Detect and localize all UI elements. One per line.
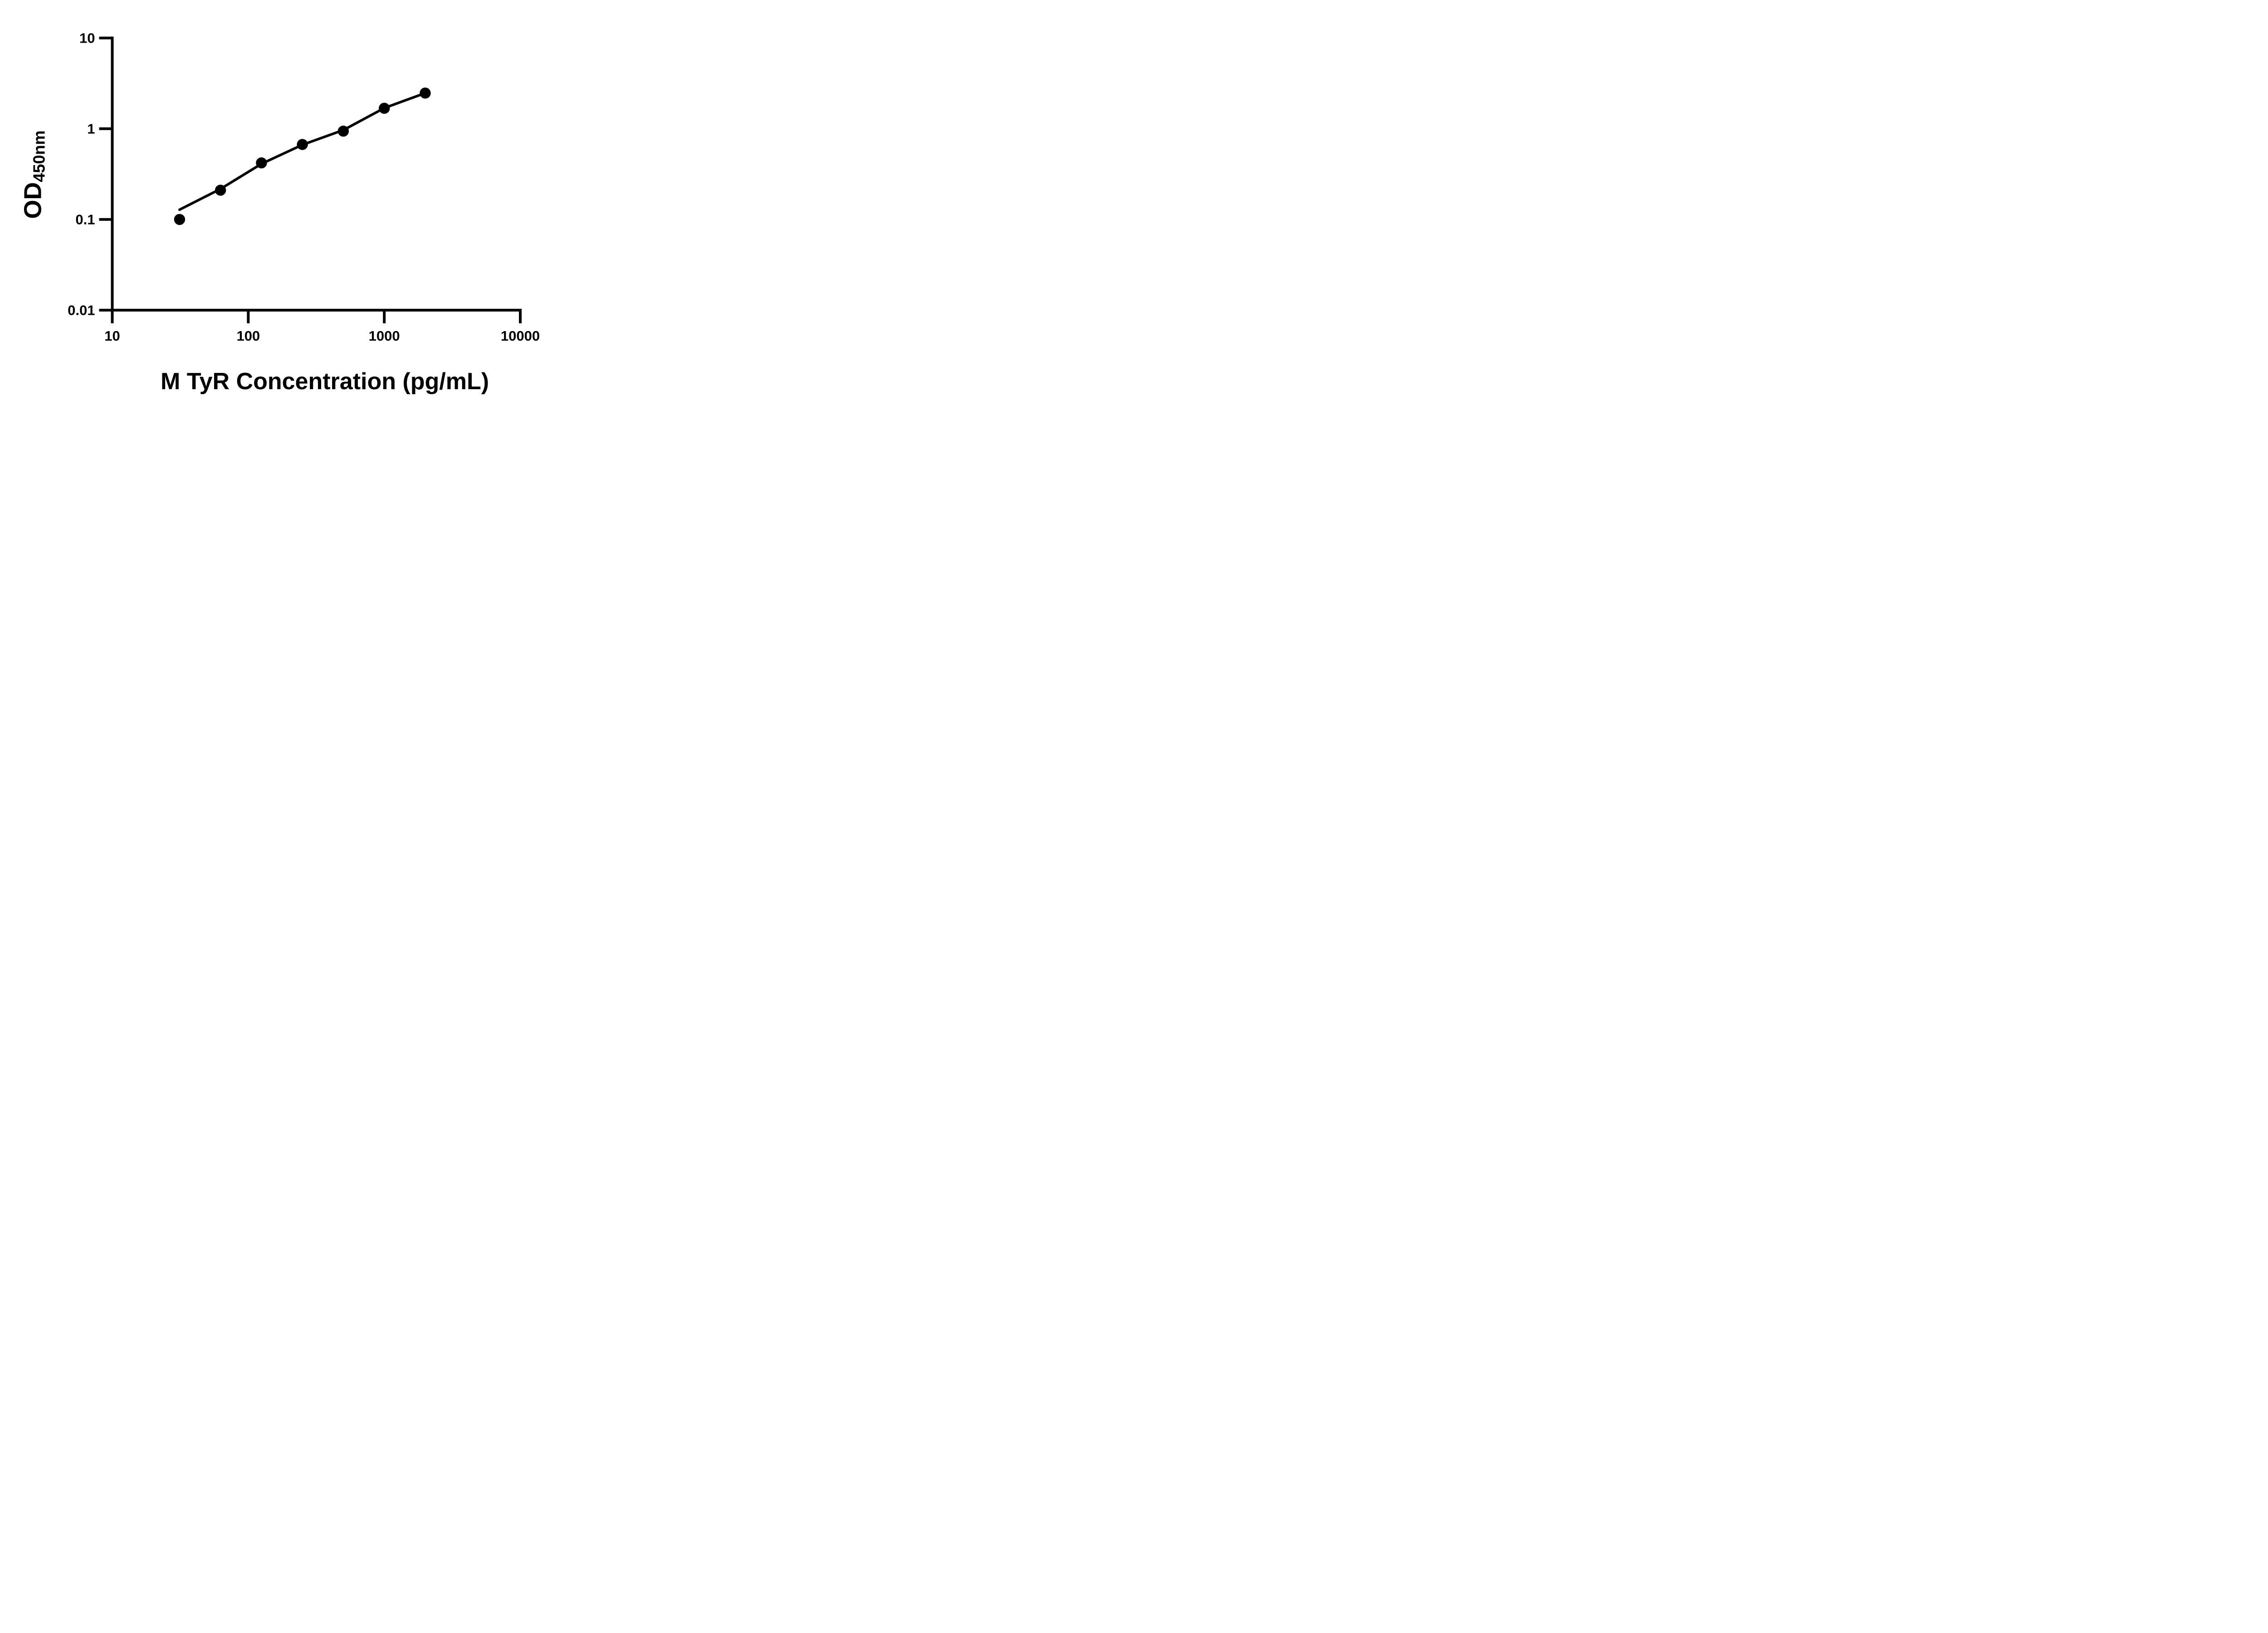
data-point (297, 139, 308, 150)
y-tick-label: 1 (87, 121, 95, 137)
x-tick-label: 10 (104, 328, 120, 344)
y-axis-title-sub: 450nm (29, 130, 49, 182)
x-tick-label: 1000 (369, 328, 400, 344)
y-tick-label: 0.01 (68, 302, 95, 318)
data-point (379, 103, 390, 114)
y-axis-title: OD450nm (19, 130, 49, 219)
data-point (420, 88, 431, 99)
x-tick-label: 10000 (501, 328, 540, 344)
data-point (174, 214, 186, 225)
plot-area: 0.01 0.1 1 10 10 100 1000 10000 (68, 30, 540, 344)
y-tick-label: 0.1 (75, 211, 95, 227)
elisa-standard-curve-figure: 0.01 0.1 1 10 10 100 1000 10000 OD450nm M TyR C… (0, 0, 583, 408)
y-axis-title-main: OD (19, 182, 47, 219)
data-point (215, 185, 226, 196)
x-axis-title: M TyR Concentration (pg/mL) (160, 368, 489, 395)
x-tick-label: 100 (236, 328, 260, 344)
data-point (256, 157, 267, 169)
data-point (337, 125, 349, 137)
y-tick-label: 10 (79, 30, 95, 46)
